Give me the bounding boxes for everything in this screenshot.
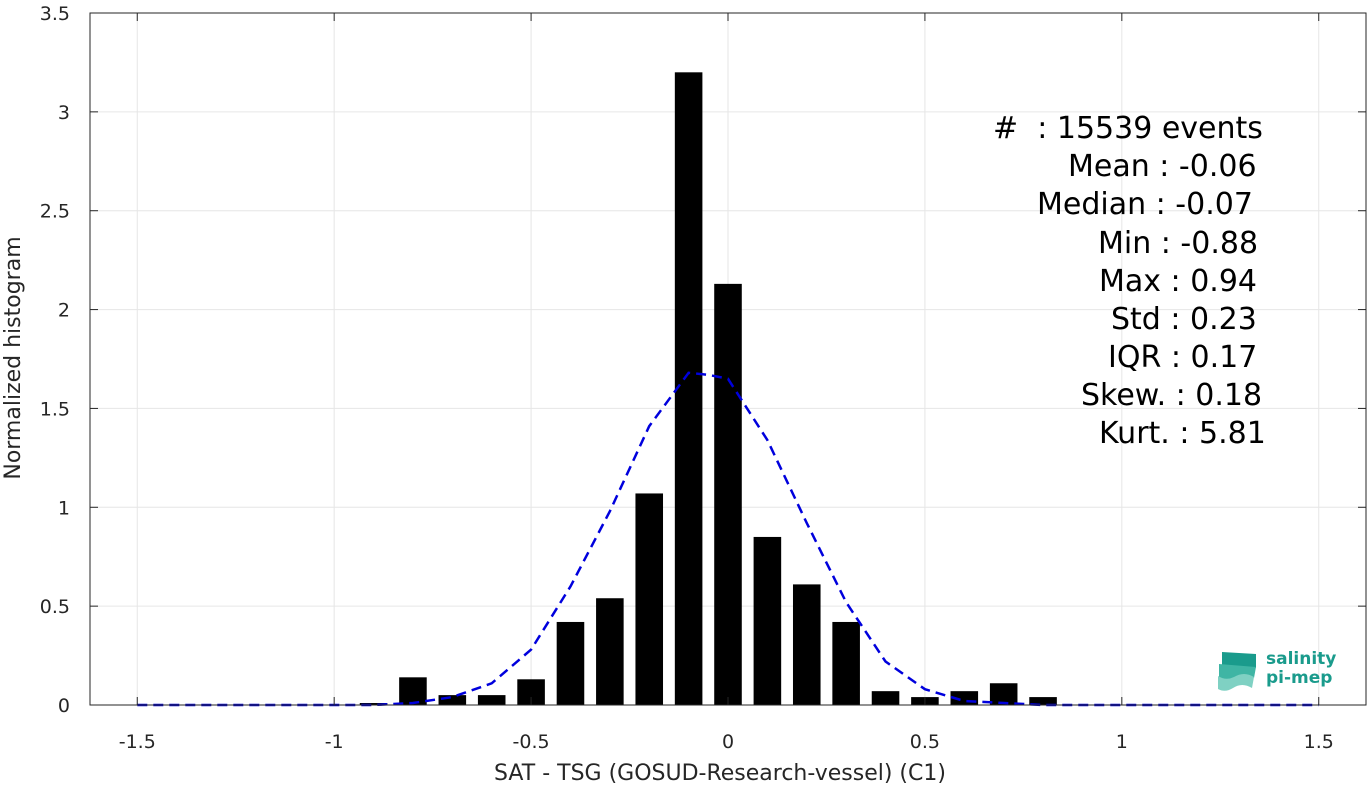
stat-events: # : 15539 events: [993, 111, 1263, 146]
logo-text-salinity: salinity: [1266, 649, 1337, 669]
y-tick-label: 2.5: [40, 201, 70, 223]
histogram-bar: [438, 695, 467, 705]
x-tick-label: -1: [325, 731, 344, 753]
x-tick-label: 0.5: [910, 731, 940, 753]
histogram-bar: [596, 598, 624, 705]
histogram-bar: [714, 283, 742, 705]
histogram-bar: [477, 695, 506, 705]
grid-lines: [90, 12, 1366, 706]
x-axis-title: SAT - TSG (GOSUD-Research-vessel) (C1): [494, 761, 946, 785]
y-tick-label: 0: [58, 695, 70, 717]
x-tick-label: 1.5: [1304, 731, 1334, 753]
y-axis-title: Normalized histogram: [1, 236, 26, 479]
logo-text-pi-mep: pi-mep: [1266, 668, 1333, 688]
histogram-bar: [556, 621, 585, 705]
histogram-bar: [359, 703, 388, 705]
y-tick-label: 1: [58, 497, 70, 519]
x-tick-label: -0.5: [513, 731, 550, 753]
histogram-bar: [871, 691, 900, 705]
y-tick-label: 3.5: [40, 3, 70, 25]
histogram-bar: [832, 621, 860, 705]
stat-mean: Mean : -0.06: [1068, 149, 1257, 184]
stat-min: Min : -0.88: [1098, 226, 1259, 261]
wave-logo-icon: [1218, 652, 1256, 691]
y-tick-label: 2: [58, 300, 70, 322]
x-tick-label: -1.5: [119, 731, 156, 753]
histogram-bar: [1029, 697, 1057, 705]
stat-skew: Skew. : 0.18: [1081, 378, 1263, 413]
stat-max: Max : 0.94: [1099, 264, 1257, 299]
histogram-bar: [674, 72, 703, 706]
x-tick-label: 0: [722, 731, 734, 753]
histogram-bar: [989, 683, 1018, 705]
normal-fit-curve: [137, 371, 1319, 707]
histogram-bar: [792, 584, 821, 705]
histogram-bars: [359, 72, 1057, 706]
stat-iqr: IQR : 0.17: [1108, 340, 1258, 375]
y-tick-label: 0.5: [40, 596, 70, 618]
y-tick-label: 3: [58, 102, 70, 124]
histogram-bar: [753, 536, 782, 705]
y-tick-label: 1.5: [40, 398, 70, 420]
histogram-bar: [635, 493, 664, 705]
stat-std: Std : 0.23: [1111, 302, 1257, 337]
stat-kurt: Kurt. : 5.81: [1099, 416, 1266, 451]
x-tick-label: 1: [1116, 731, 1128, 753]
stat-median: Median : -0.07: [1037, 187, 1253, 222]
axis-ticks: -1.5 -1 -0.5 0 0.5 1 1.5 0 0.5 1 1.5 2 2.5 3 3.5: [40, 3, 1366, 753]
histogram-bar: [399, 677, 427, 705]
salinity-pi-mep-logo: salinity pi-mep: [1216, 648, 1346, 694]
